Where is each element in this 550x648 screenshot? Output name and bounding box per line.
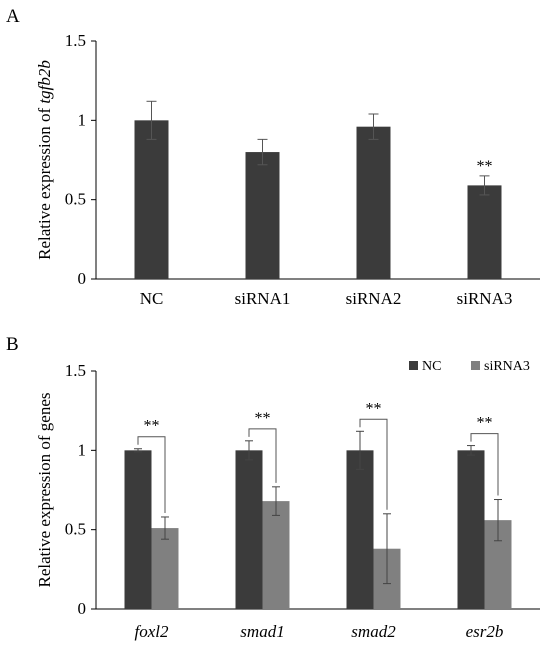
panel-b-legend-swatch: [409, 361, 418, 370]
panel-b-x-tick-label: foxl2: [135, 622, 169, 641]
panel-b-y-tick-label: 1.5: [65, 361, 86, 380]
panel-a-x-tick-label: NC: [140, 289, 164, 308]
panel-b-significance-mark: **: [366, 400, 382, 417]
panel-b-x-tick-label: smad2: [351, 622, 396, 641]
panel-a-significance-mark: **: [477, 158, 493, 175]
panel-a-y-tick-label: 1: [78, 110, 87, 129]
panel-a-x-tick-label: siRNA3: [457, 289, 513, 308]
panel-b-legend-label: siRNA3: [484, 359, 530, 374]
panel-b-significance-mark: **: [477, 415, 493, 432]
panel-b-y-tick-label: 0: [78, 599, 87, 618]
panel-a-label: A: [6, 6, 20, 27]
panel-b-legend: NC siRNA3: [409, 359, 530, 374]
panel-a-bar: [134, 120, 169, 279]
panel-a-y-tick-label: 0: [78, 269, 87, 288]
panel-b-y-tick-label: 1: [78, 440, 87, 459]
panel-b-bar-nc: [124, 450, 152, 609]
panel-b-x-tick-label: smad1: [240, 622, 284, 641]
panel-b-legend-swatch: [471, 361, 480, 370]
panel-b-bar-sirna3: [262, 501, 290, 609]
panel-a-y-axis-label-prefix: Relative expression of: [35, 104, 54, 260]
panel-b-bar-nc: [235, 450, 263, 609]
panel-b-significance-bracket: [359, 418, 388, 510]
panel-b-label: B: [6, 334, 19, 355]
panel-b-bar-sirna3: [151, 528, 179, 609]
panel-b-legend-label: NC: [422, 359, 441, 374]
panel-a-y-tick-label: 1.5: [65, 31, 86, 50]
panel-b-significance-bracket: [248, 428, 277, 483]
panel-a-y-tick-label: 0.5: [65, 190, 86, 209]
panel-a-y-axis-label: Relative expression of tgfb2b: [35, 60, 54, 260]
panel-a-x-tick-label: siRNA1: [235, 289, 291, 308]
panel-b-plot: 0 0.5 1 1.5 ** foxl2 ** smad1 ** smad2 ** esr2b NC si…: [65, 359, 540, 641]
panel-a-bar: [245, 152, 280, 279]
panel-a-x-tick-label: siRNA2: [346, 289, 402, 308]
panel-a-bar: [356, 126, 391, 280]
panel-b-significance-mark: **: [144, 418, 160, 435]
panel-b-x-tick-label: esr2b: [466, 622, 504, 641]
panel-a-bar: [467, 185, 502, 279]
panel-a-y-axis-label-gene: tgfb2b: [35, 60, 54, 103]
panel-b-y-axis-label: Relative expression of genes: [35, 393, 54, 588]
panel-a-plot: 0 0.5 1 1.5 NC siRNA1 siRNA2 siRNA3 **: [65, 31, 540, 308]
panel-b-bar-nc: [457, 450, 485, 609]
panel-b-significance-bracket: [137, 436, 166, 513]
panel-b-significance-mark: **: [255, 410, 271, 427]
panel-b-significance-bracket: [470, 433, 499, 496]
panel-b-bar-nc: [346, 450, 374, 609]
panel-b-y-tick-label: 0.5: [65, 520, 86, 539]
